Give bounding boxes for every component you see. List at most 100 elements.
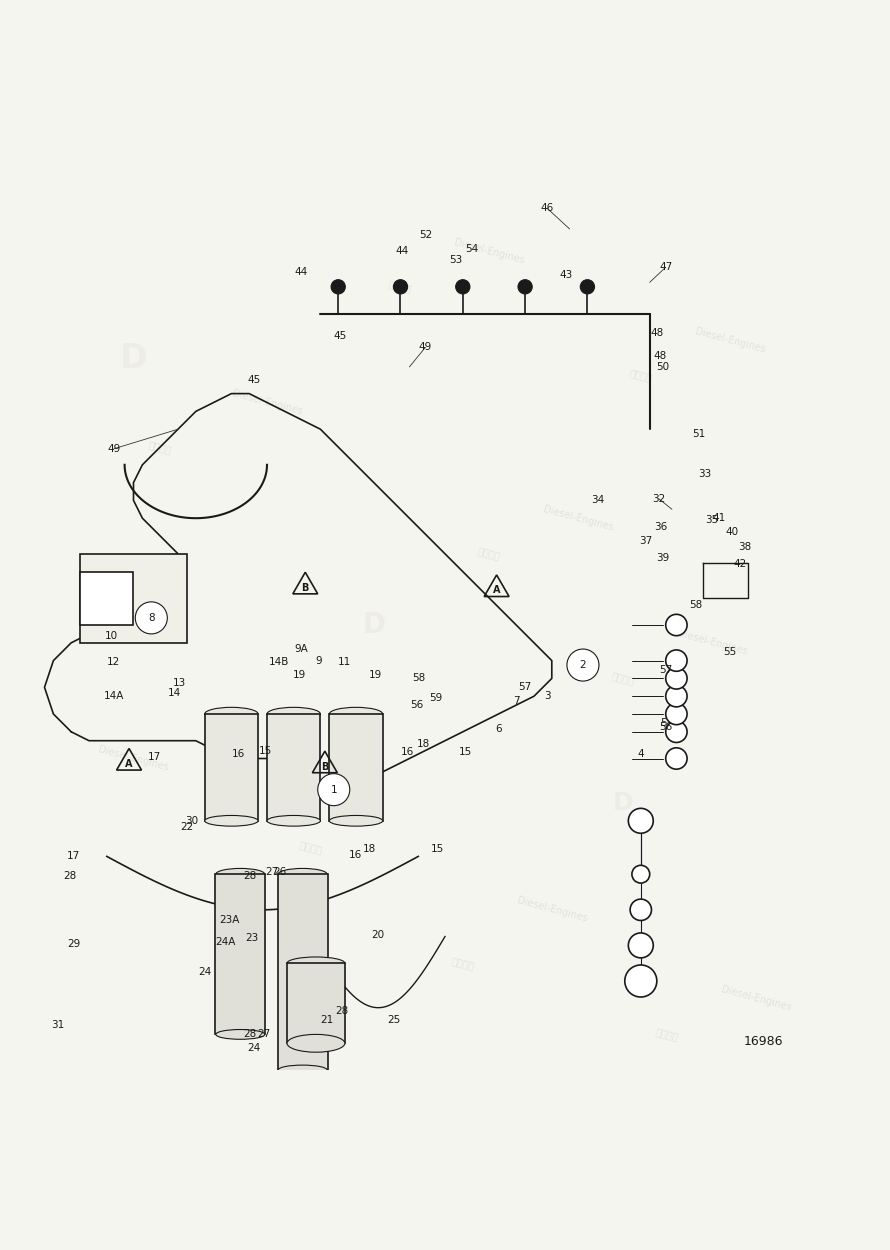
Bar <box>278 874 328 1070</box>
Circle shape <box>666 650 687 671</box>
Circle shape <box>628 932 653 958</box>
Ellipse shape <box>216 869 265 880</box>
Text: 49: 49 <box>108 444 120 454</box>
Text: 31: 31 <box>52 1020 64 1030</box>
Circle shape <box>632 865 650 882</box>
Text: 16: 16 <box>349 850 361 860</box>
Circle shape <box>567 649 599 681</box>
Text: Diesel-Engines: Diesel-Engines <box>453 238 526 265</box>
Text: 18: 18 <box>363 844 376 854</box>
Bar <box>215 874 265 1035</box>
Ellipse shape <box>205 707 258 721</box>
Text: 46: 46 <box>541 204 554 214</box>
Text: 50: 50 <box>657 362 669 372</box>
Text: 20: 20 <box>372 930 384 940</box>
Text: 27: 27 <box>265 867 278 877</box>
Text: 13: 13 <box>174 678 186 688</box>
Circle shape <box>628 809 653 834</box>
Text: 12: 12 <box>108 658 120 668</box>
Text: B: B <box>321 761 328 771</box>
Circle shape <box>630 899 651 920</box>
Text: 34: 34 <box>592 495 604 505</box>
Circle shape <box>666 614 687 636</box>
Text: Diesel-Engines: Diesel-Engines <box>231 389 303 416</box>
Circle shape <box>135 601 167 634</box>
Text: 15: 15 <box>432 844 444 854</box>
Text: 17: 17 <box>148 751 160 761</box>
Text: 51: 51 <box>692 429 705 439</box>
Text: 23A: 23A <box>220 915 239 925</box>
Text: 41: 41 <box>713 514 725 524</box>
Text: 37: 37 <box>640 536 652 546</box>
Ellipse shape <box>205 815 258 826</box>
Text: 43: 43 <box>560 270 572 280</box>
Text: 58: 58 <box>413 674 425 684</box>
Text: 49: 49 <box>419 342 432 352</box>
Text: 47: 47 <box>659 262 672 272</box>
Text: Diesel-Engines: Diesel-Engines <box>515 895 588 924</box>
Text: 紫发动力: 紫发动力 <box>450 955 475 971</box>
Text: 55: 55 <box>724 646 736 656</box>
Text: 56: 56 <box>659 722 672 732</box>
Ellipse shape <box>329 707 383 721</box>
Text: 59: 59 <box>430 693 442 703</box>
Bar <box>80 554 187 642</box>
Text: Diesel-Engines: Diesel-Engines <box>693 326 766 355</box>
Ellipse shape <box>287 1035 344 1052</box>
Text: 25: 25 <box>387 1015 400 1025</box>
Text: 21: 21 <box>320 1015 333 1025</box>
Text: 48: 48 <box>651 328 663 338</box>
Text: 38: 38 <box>739 541 751 551</box>
Text: 30: 30 <box>185 816 198 826</box>
Circle shape <box>518 280 532 294</box>
Text: 4: 4 <box>637 749 644 759</box>
Circle shape <box>393 280 408 294</box>
Text: 19: 19 <box>369 670 382 680</box>
Circle shape <box>666 748 687 769</box>
Text: 28: 28 <box>336 1006 348 1016</box>
Text: 紫发动力: 紫发动力 <box>299 840 324 855</box>
Text: 15: 15 <box>259 746 271 756</box>
Text: 27: 27 <box>257 1030 270 1040</box>
Text: Diesel-Engines: Diesel-Engines <box>720 985 793 1012</box>
Bar <box>287 964 345 1044</box>
Text: 16: 16 <box>401 748 414 758</box>
Text: 45: 45 <box>247 375 260 385</box>
Text: 14: 14 <box>168 688 181 698</box>
Circle shape <box>456 280 470 294</box>
Text: 7: 7 <box>513 696 520 706</box>
Text: 紫发动力: 紫发动力 <box>655 1026 680 1042</box>
Ellipse shape <box>287 958 344 970</box>
Bar <box>329 714 383 821</box>
Text: 53: 53 <box>449 255 462 265</box>
Text: 26: 26 <box>274 867 287 877</box>
Text: 15: 15 <box>459 748 472 758</box>
Text: 23: 23 <box>246 934 258 944</box>
Text: 16986: 16986 <box>744 1035 783 1048</box>
Text: 2: 2 <box>579 660 587 670</box>
Text: 1: 1 <box>330 785 337 795</box>
Text: 紫发动力: 紫发动力 <box>148 439 173 455</box>
Text: 22: 22 <box>181 822 193 832</box>
Text: 28: 28 <box>244 871 256 881</box>
Bar <box>267 714 320 821</box>
Circle shape <box>666 721 687 742</box>
Text: 6: 6 <box>495 724 502 734</box>
Text: 28: 28 <box>63 871 76 881</box>
Text: 57: 57 <box>659 665 672 675</box>
Text: D: D <box>119 341 148 375</box>
Text: 14A: 14A <box>104 691 124 701</box>
Text: 44: 44 <box>295 266 307 276</box>
Ellipse shape <box>267 707 320 721</box>
Text: A: A <box>125 759 133 769</box>
Text: 28: 28 <box>244 1030 256 1040</box>
Circle shape <box>666 704 687 725</box>
Text: 16: 16 <box>232 749 245 759</box>
Text: 24A: 24A <box>215 936 235 946</box>
Text: 8: 8 <box>148 612 155 622</box>
Text: Diesel-Engines: Diesel-Engines <box>676 629 748 658</box>
Text: 19: 19 <box>294 670 306 680</box>
Text: 18: 18 <box>417 739 430 749</box>
Circle shape <box>666 668 687 689</box>
Circle shape <box>318 774 350 806</box>
